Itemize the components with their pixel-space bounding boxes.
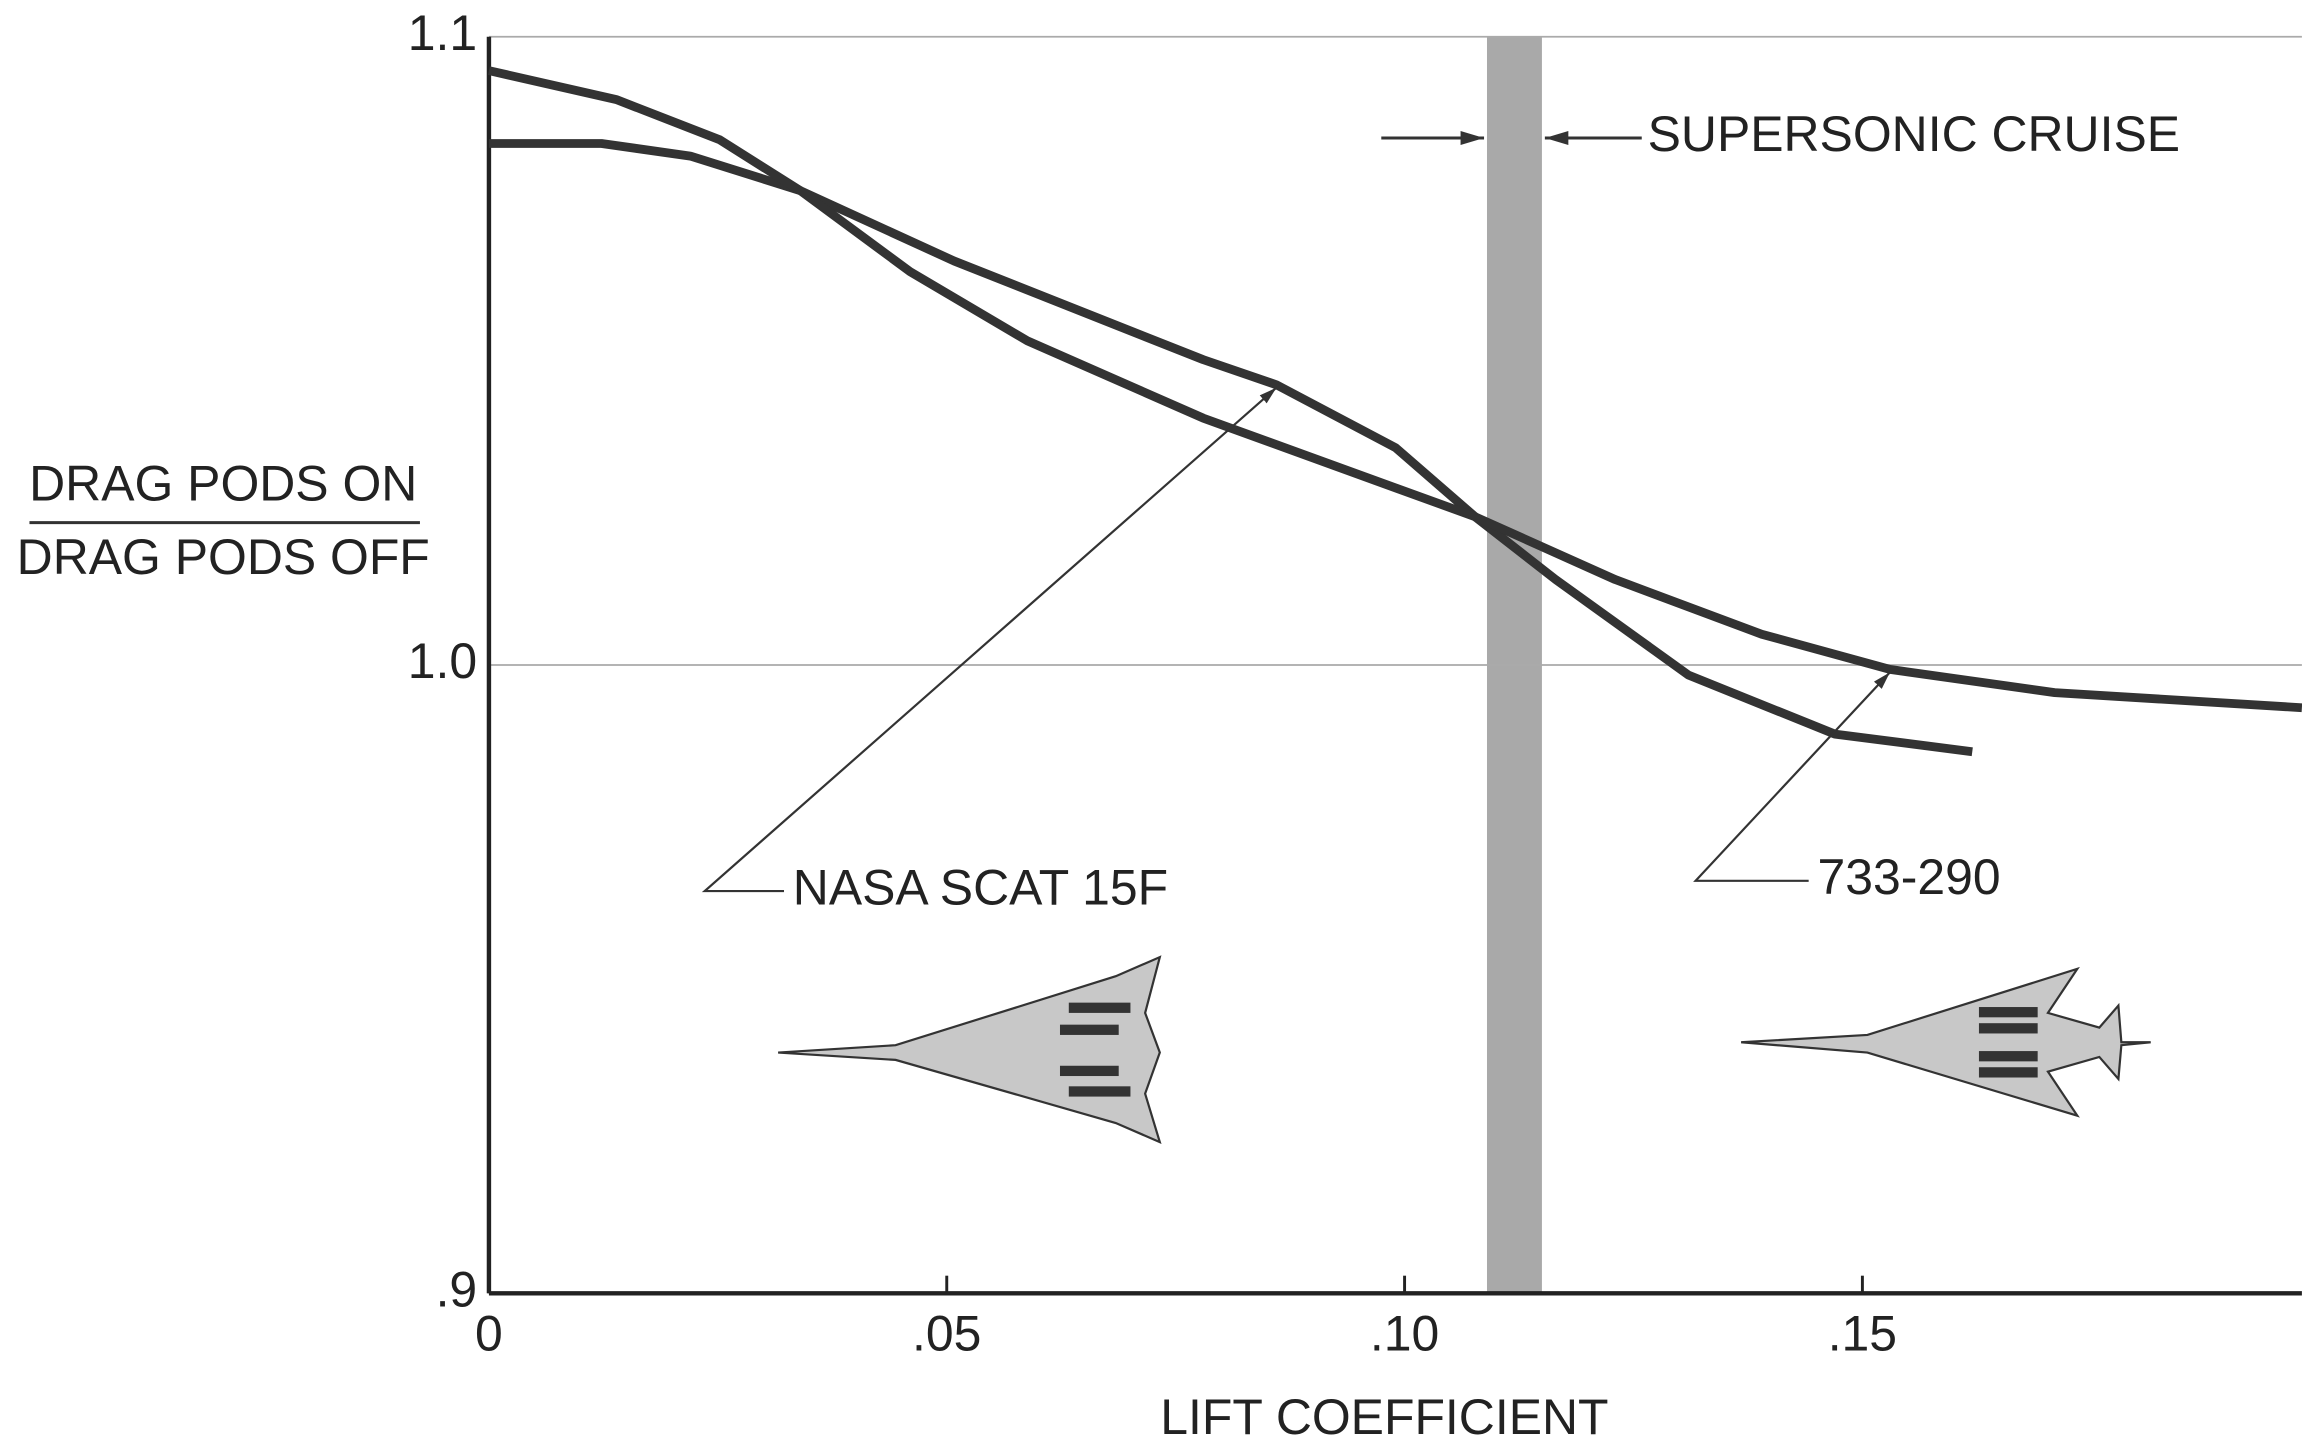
band-label: SUPERSONIC CRUISE xyxy=(1648,106,2180,162)
y-tick-label: 1.0 xyxy=(408,633,477,689)
series-line xyxy=(488,139,1973,757)
series-line xyxy=(487,66,2302,713)
leader-line xyxy=(1693,671,1891,882)
y-tick-label: .9 xyxy=(436,1261,478,1317)
leader-line xyxy=(701,386,1278,893)
series-label: 733-290 xyxy=(1817,849,2000,905)
x-tick-label: .10 xyxy=(1370,1306,1439,1362)
x-tick-label: .15 xyxy=(1828,1306,1897,1362)
x-axis-label: LIFT COEFFICIENT xyxy=(1160,1389,1608,1445)
aircraft-icon xyxy=(778,955,2151,1145)
x-tick-label: 0 xyxy=(475,1306,503,1362)
y-axis-label: DRAG PODS ON xyxy=(29,456,417,512)
x-tick-label: .05 xyxy=(912,1306,981,1362)
series-label: NASA SCAT 15F xyxy=(793,859,1168,915)
y-tick-label: 1.1 xyxy=(408,5,477,61)
y-axis-label: DRAG PODS OFF xyxy=(17,529,430,585)
